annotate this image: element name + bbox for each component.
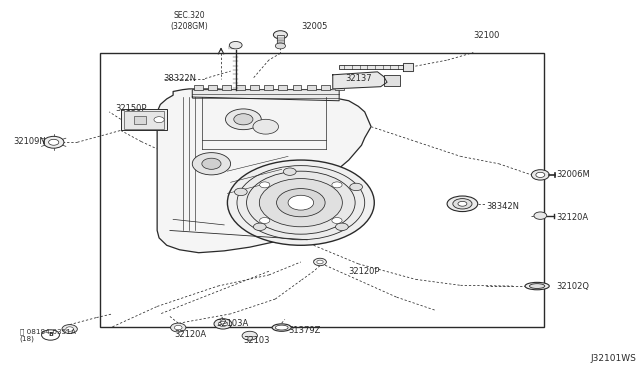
- Ellipse shape: [272, 324, 291, 331]
- Circle shape: [288, 195, 314, 210]
- Circle shape: [536, 172, 545, 177]
- Text: 32100: 32100: [473, 31, 500, 41]
- Bar: [121, 109, 167, 131]
- Circle shape: [260, 218, 270, 224]
- Bar: [335, 85, 344, 90]
- Circle shape: [273, 31, 287, 39]
- Circle shape: [332, 182, 342, 188]
- Text: B: B: [48, 333, 53, 337]
- Bar: [100, 52, 543, 327]
- Polygon shape: [403, 63, 413, 71]
- Text: 32103: 32103: [243, 336, 270, 346]
- Text: 32006M: 32006M: [556, 170, 590, 179]
- Circle shape: [260, 182, 270, 188]
- Circle shape: [225, 109, 261, 130]
- Circle shape: [253, 119, 278, 134]
- Polygon shape: [333, 72, 387, 89]
- Bar: [321, 85, 330, 90]
- Circle shape: [42, 330, 60, 340]
- Bar: [194, 85, 203, 90]
- Circle shape: [66, 327, 74, 331]
- Text: 32109N: 32109N: [13, 137, 46, 146]
- Ellipse shape: [453, 199, 472, 209]
- Text: SEC.320
(3208GM): SEC.320 (3208GM): [170, 12, 208, 31]
- Circle shape: [253, 223, 266, 231]
- Circle shape: [531, 170, 549, 180]
- Circle shape: [174, 326, 182, 330]
- Text: 38342N: 38342N: [486, 202, 519, 211]
- Circle shape: [44, 137, 64, 148]
- Ellipse shape: [525, 282, 549, 290]
- Text: 32103A: 32103A: [216, 320, 249, 328]
- Circle shape: [317, 260, 323, 264]
- Bar: [134, 116, 147, 124]
- Bar: [339, 65, 403, 69]
- Bar: [222, 85, 231, 90]
- Bar: [384, 75, 400, 86]
- Circle shape: [275, 43, 285, 49]
- Circle shape: [534, 212, 547, 219]
- Circle shape: [218, 321, 227, 327]
- Circle shape: [237, 166, 365, 240]
- Circle shape: [49, 139, 59, 145]
- Text: 32150P: 32150P: [116, 104, 147, 113]
- Circle shape: [242, 331, 257, 340]
- Bar: [236, 85, 245, 90]
- Bar: [278, 85, 287, 90]
- Circle shape: [214, 319, 232, 329]
- Text: J32101WS: J32101WS: [590, 354, 636, 363]
- Text: 31379Z: 31379Z: [288, 326, 321, 335]
- Text: 32120A: 32120A: [174, 330, 207, 339]
- Bar: [264, 85, 273, 90]
- Circle shape: [335, 223, 348, 231]
- Circle shape: [229, 41, 242, 49]
- Text: 32137: 32137: [346, 74, 372, 83]
- Circle shape: [276, 189, 325, 217]
- Ellipse shape: [275, 325, 288, 330]
- Text: 38322N: 38322N: [164, 74, 196, 83]
- Circle shape: [171, 323, 186, 332]
- Circle shape: [314, 258, 326, 266]
- Circle shape: [246, 171, 355, 234]
- Bar: [124, 111, 164, 129]
- Circle shape: [234, 188, 247, 196]
- Circle shape: [332, 218, 342, 224]
- Circle shape: [350, 183, 362, 190]
- Circle shape: [284, 168, 296, 175]
- Ellipse shape: [447, 196, 477, 212]
- Bar: [276, 35, 284, 46]
- Text: Ⓑ 08184-0351A
(18): Ⓑ 08184-0351A (18): [20, 328, 76, 342]
- Circle shape: [192, 153, 230, 175]
- Ellipse shape: [458, 201, 467, 206]
- Ellipse shape: [529, 284, 545, 288]
- Bar: [250, 85, 259, 90]
- Circle shape: [62, 325, 77, 334]
- Polygon shape: [157, 89, 371, 253]
- Circle shape: [234, 114, 253, 125]
- Bar: [307, 85, 316, 90]
- Circle shape: [227, 160, 374, 245]
- Polygon shape: [192, 90, 339, 101]
- Circle shape: [202, 158, 221, 169]
- Circle shape: [154, 117, 164, 123]
- Bar: [208, 85, 217, 90]
- Text: 32005: 32005: [301, 22, 327, 31]
- Text: 32120P: 32120P: [349, 267, 380, 276]
- Text: 32102Q: 32102Q: [556, 282, 589, 291]
- Bar: [292, 85, 301, 90]
- Circle shape: [259, 179, 342, 227]
- Text: 32120A: 32120A: [556, 213, 588, 222]
